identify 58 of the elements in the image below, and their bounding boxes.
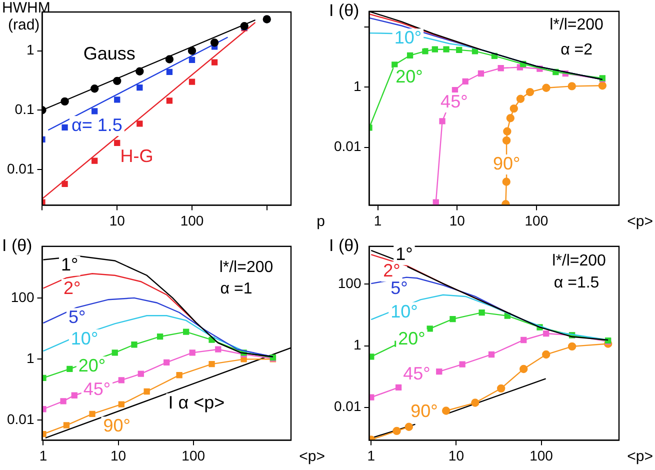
series-label: Gauss [83,43,136,64]
x-axis-title: p [316,212,325,230]
series-label: 2° [63,278,81,298]
series-label: 20° [78,356,106,376]
series-label: H-G [120,146,154,166]
x-tick-label: 10 [110,447,126,464]
x-tick-label: 10 [449,212,466,228]
x-axis-title: <p> [627,212,654,230]
y-tick-label: 0.01 [7,160,34,176]
series-label: 5° [390,278,408,298]
series-label: 10° [390,301,418,322]
series-label: 5° [68,307,86,328]
series-label: 90° [410,401,438,422]
annotation: l*/l=200 [552,252,606,270]
x-tick-label: 100 [530,447,554,464]
x-tick-label: 10 [448,447,464,464]
series-label: 45° [83,378,111,399]
x-tick-label: 100 [182,447,206,464]
y-tick-label: 0.01 [334,398,362,414]
x-tick-label: 100 [524,212,548,228]
y-tick-label: 1 [26,350,34,366]
annotation: α =1.5 [554,274,600,292]
series-label: 45° [440,91,468,112]
x-tick-label: 100 [180,212,204,228]
y-tick-label: 100 [338,275,362,292]
series-label: 2° [383,260,400,281]
y-tick-label: 0.1 [14,100,34,117]
y-axis-title: I (θ) [329,236,360,256]
y-axis-title: HWHM (rad) [2,0,50,34]
annotation: l*/l=200 [550,16,604,34]
series-label: 90° [492,153,520,174]
y-tick-label: 100 [10,289,34,306]
series-label: 20° [398,328,426,348]
y-axis-title: I (θ) [329,1,360,20]
series-label: 45° [403,363,430,384]
series-label: 90° [103,416,130,436]
y-axis-title: I (θ) [2,236,32,256]
series-label: 10° [394,28,422,48]
series-label: 1° [396,244,413,264]
series-label: 10° [70,328,98,348]
series-label: 1° [61,254,78,275]
x-tick-label: 1 [374,212,382,228]
annotation: l*/l=200 [219,259,274,276]
y-tick-label: 1 [353,78,362,94]
series-label: 20° [396,66,423,86]
x-tick-label: 10 [109,212,126,228]
x-tick-label: 1 [367,447,376,464]
y-tick-label: 1 [353,336,362,353]
y-tick-label: 0.01 [7,411,34,428]
annotation: α =2 [560,42,593,59]
annotation: α =1 [220,280,252,298]
x-axis-title: <p> [627,448,654,465]
series-label: I α <p> [168,392,225,412]
x-tick-label: 1 [39,447,48,464]
x-axis-title: <p> [299,448,326,465]
y-tick-label: 1 [26,42,34,58]
series-label: α= 1.5 [71,114,122,135]
y-tick-label: 0.01 [334,138,362,154]
